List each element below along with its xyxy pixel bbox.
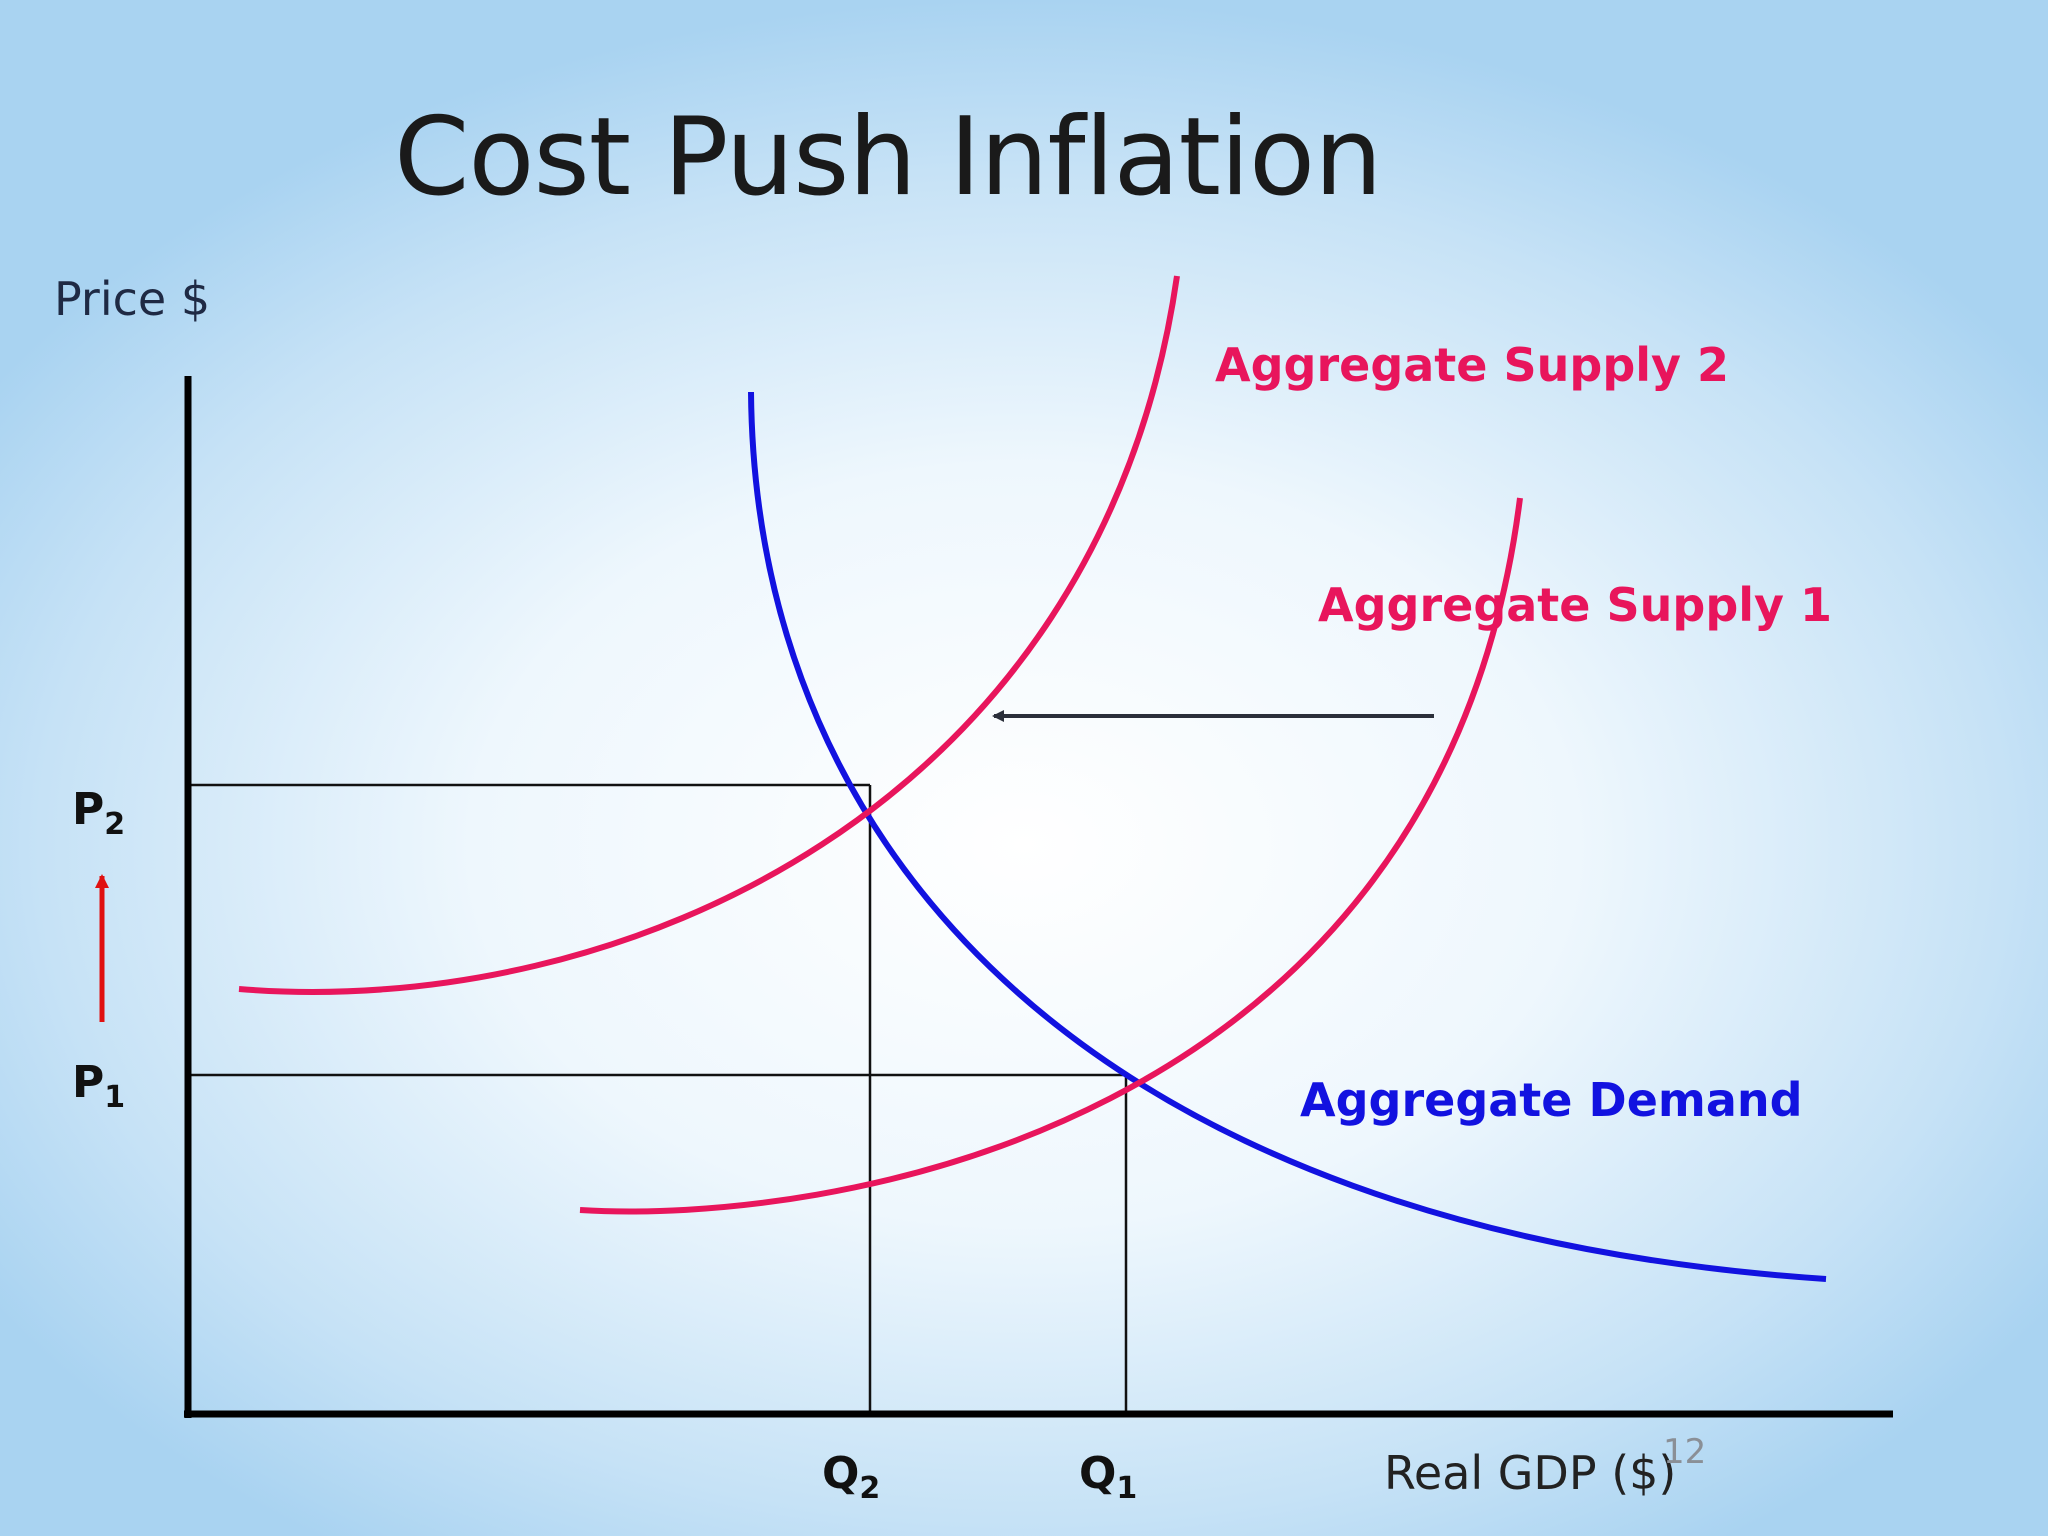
p2-subscript: 2: [104, 807, 126, 842]
aggregate-demand-label: Aggregate Demand: [1300, 1073, 1803, 1127]
q2-subscript: 2: [859, 1471, 881, 1506]
aggregate-supply-1-curve: [579, 497, 1523, 1215]
aggregate-supply-2-curve: [238, 275, 1180, 995]
q2-letter: Q: [822, 1448, 860, 1499]
quantity-q1: Q1: [1079, 1448, 1137, 1506]
aggregate-supply-1-label: Aggregate Supply 1: [1318, 578, 1833, 632]
y-axis-label: Price $: [54, 272, 211, 326]
p1-subscript: 1: [104, 1080, 126, 1115]
slide-number: 12: [1663, 1432, 1707, 1472]
q1-subscript: 1: [1116, 1471, 1138, 1506]
x-axis-label: Real GDP ($): [1384, 1446, 1677, 1500]
aggregate-demand-curve: [748, 391, 1827, 1282]
aggregate-supply-2-label: Aggregate Supply 2: [1215, 338, 1730, 392]
p1-letter: P: [72, 1057, 105, 1108]
p2-letter: P: [72, 784, 105, 835]
q1-letter: Q: [1079, 1448, 1117, 1499]
quantity-q2: Q2: [822, 1448, 880, 1506]
price-level-p1: P1: [72, 1057, 125, 1115]
slide-title: Cost Push Inflation: [394, 95, 1383, 220]
price-level-p2: P2: [72, 784, 125, 842]
